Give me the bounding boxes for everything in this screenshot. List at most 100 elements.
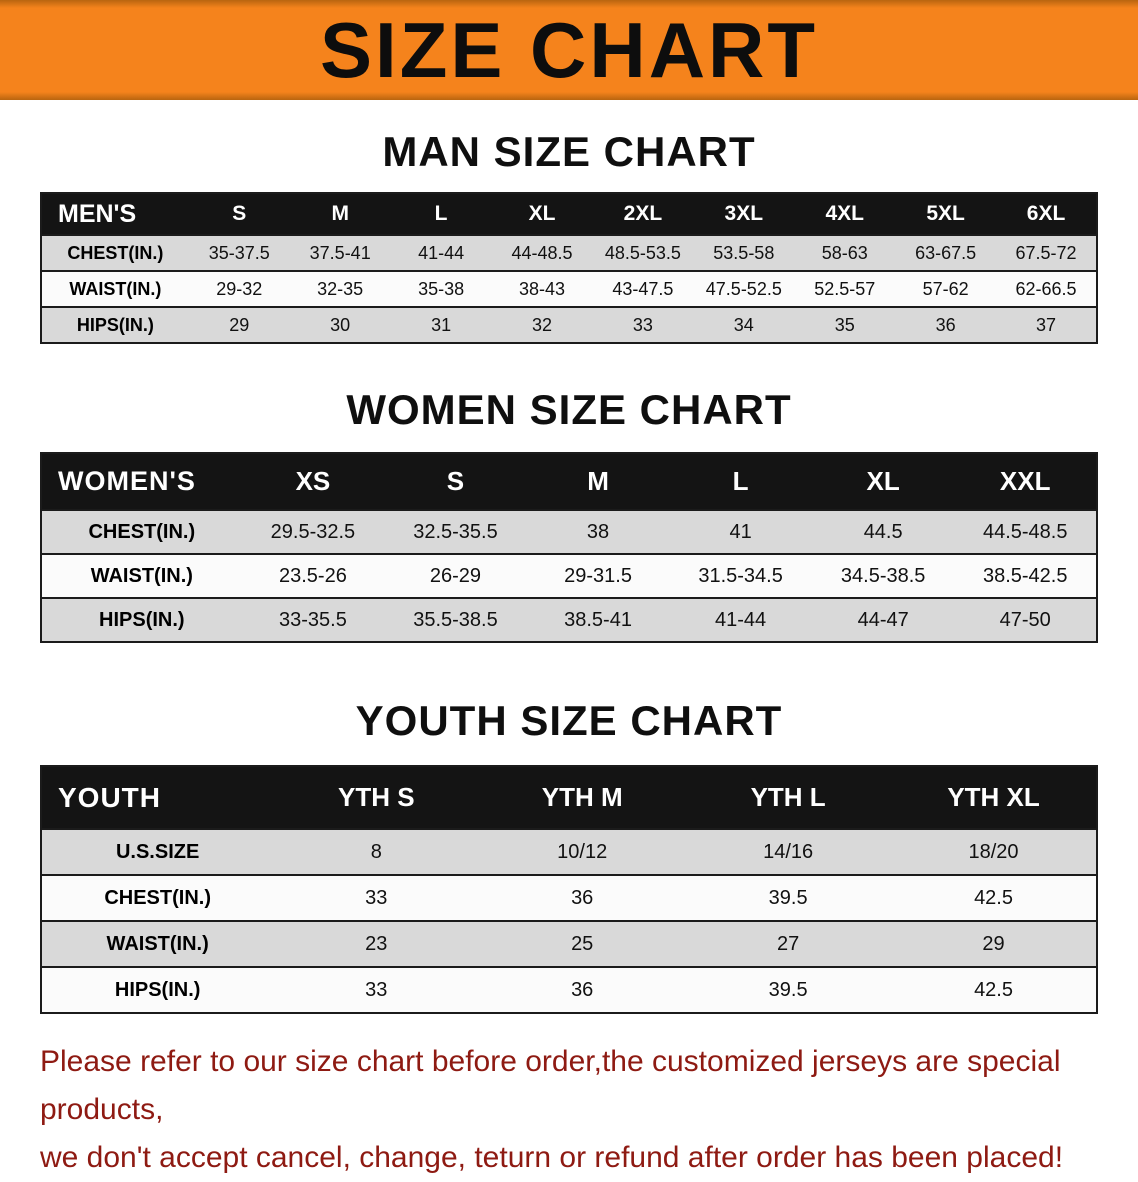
size-cell: 29.5-32.5: [270, 520, 356, 543]
size-cell: 52.5-57: [814, 278, 876, 299]
column-header: YTH M: [479, 766, 686, 829]
column-header: M: [289, 193, 391, 235]
table-group-label: MEN'S: [41, 193, 189, 235]
size-cell: 37.5-41: [309, 242, 371, 263]
size-cell: 57-62: [922, 278, 969, 299]
size-cell: 42.5: [974, 978, 1013, 1001]
row-label: CHEST(IN.): [88, 520, 196, 543]
row-label: WAIST(IN.): [90, 564, 193, 587]
size-cell: 36: [571, 886, 594, 909]
youth-size-table: YOUTH YTH S YTH M YTH L YTH XL U.S.SIZE 8 10/12…: [40, 765, 1098, 1014]
size-cell: 42.5: [974, 886, 1013, 909]
table-row: HIPS(IN.) 33 36 39.5 42.5: [41, 967, 1097, 1013]
column-header: YTH L: [685, 766, 892, 829]
size-cell: 35-38: [418, 278, 465, 299]
column-header: 6XL: [996, 193, 1097, 235]
column-header: XL: [491, 193, 593, 235]
column-header: 5XL: [895, 193, 997, 235]
size-cell: 41: [729, 520, 752, 543]
size-cell: 33: [632, 314, 653, 335]
column-header: M: [526, 453, 670, 510]
size-cell: 32.5-35.5: [413, 520, 498, 543]
size-cell: 44.5: [863, 520, 903, 543]
table-header-row: WOMEN'S XS S M L XL XXL: [41, 453, 1097, 510]
women-section-heading: WOMEN SIZE CHART: [346, 386, 792, 433]
youth-section: YOUTH SIZE CHART YOUTH YTH S YTH M YTH L YTH…: [0, 697, 1138, 1014]
table-row: U.S.SIZE 8 10/12 14/16 18/20: [41, 829, 1097, 875]
footer-line-1: Please refer to our size chart before or…: [40, 1045, 1061, 1126]
men-section-heading: MAN SIZE CHART: [382, 128, 756, 175]
size-cell: 44-47: [857, 608, 909, 631]
size-chart-banner: SIZE CHART: [0, 0, 1138, 100]
table-header-row: YOUTH YTH S YTH M YTH L YTH XL: [41, 766, 1097, 829]
table-row: WAIST(IN.) 23.5-26 26-29 29-31.5 31.5-34.5 34…: [41, 554, 1097, 598]
column-header: 3XL: [693, 193, 795, 235]
column-header: XL: [811, 453, 955, 510]
column-header: XS: [241, 453, 385, 510]
size-cell: 67.5-72: [1015, 242, 1077, 263]
size-cell: 38.5-41: [564, 608, 632, 631]
column-header: 2XL: [592, 193, 694, 235]
size-cell: 34: [733, 314, 754, 335]
footer-note: Please refer to our size chart before or…: [0, 1032, 1138, 1182]
size-cell: 23: [365, 932, 388, 955]
size-cell: 29: [982, 932, 1005, 955]
size-cell: 29: [229, 314, 250, 335]
size-cell: 35-37.5: [208, 242, 270, 263]
column-header: L: [669, 453, 812, 510]
table-row: WAIST(IN.) 23 25 27 29: [41, 921, 1097, 967]
size-cell: 31.5-34.5: [698, 564, 783, 587]
size-cell: 38-43: [518, 278, 566, 299]
table-row: WAIST(IN.) 29-32 32-35 35-38 38-43 43-47.5 47.…: [41, 271, 1097, 307]
table-group-label: WOMEN'S: [41, 453, 242, 510]
row-label: WAIST(IN.): [69, 278, 162, 299]
column-header: S: [188, 193, 290, 235]
column-header: YTH XL: [891, 766, 1097, 829]
table-row: CHEST(IN.) 35-37.5 37.5-41 41-44 44-48.5 48.5…: [41, 235, 1097, 271]
size-cell: 32-35: [317, 278, 364, 299]
size-cell: 36: [571, 978, 594, 1001]
size-cell: 33-35.5: [278, 608, 347, 631]
size-cell: 30: [330, 314, 351, 335]
row-label: CHEST(IN.): [67, 242, 164, 263]
column-header: L: [390, 193, 492, 235]
men-size-table: MEN'S S M L XL 2XL 3XL 4XL 5XL 6XL CHEST(IN.) 35-37…: [40, 192, 1098, 344]
size-cell: 47-50: [999, 608, 1051, 631]
size-cell: 47.5-52.5: [705, 278, 782, 299]
size-cell: 29-32: [216, 278, 263, 299]
women-section: WOMEN SIZE CHART WOMEN'S XS S M L XL XXL CHEST(…: [0, 386, 1138, 643]
size-cell: 31: [431, 314, 452, 335]
row-label: WAIST(IN.): [106, 932, 209, 955]
row-label: CHEST(IN.): [104, 886, 211, 909]
size-cell: 44-48.5: [511, 242, 573, 263]
size-cell: 58-63: [821, 242, 868, 263]
size-cell: 44.5-48.5: [982, 520, 1068, 543]
row-label: HIPS(IN.): [114, 978, 201, 1001]
size-cell: 39.5: [768, 886, 808, 909]
row-label: HIPS(IN.): [99, 608, 185, 631]
size-cell: 38.5-42.5: [982, 564, 1068, 587]
size-cell: 18/20: [968, 840, 1019, 863]
size-cell: 33: [365, 978, 388, 1001]
size-cell: 23.5-26: [278, 564, 347, 587]
row-label: HIPS(IN.): [76, 314, 154, 335]
size-cell: 62-66.5: [1015, 278, 1077, 299]
size-cell: 53.5-58: [713, 242, 775, 263]
table-group-label: YOUTH: [41, 766, 274, 829]
size-cell: 27: [776, 932, 800, 955]
size-cell: 25: [571, 932, 594, 955]
size-cell: 48.5-53.5: [604, 242, 681, 263]
size-cell: 29-31.5: [564, 564, 632, 587]
table-row: CHEST(IN.) 29.5-32.5 32.5-35.5 38 41 44.5 44.5…: [41, 510, 1097, 554]
size-cell: 41-44: [418, 242, 465, 263]
column-header: S: [384, 453, 527, 510]
column-header: YTH S: [273, 766, 480, 829]
size-cell: 41-44: [715, 608, 767, 631]
column-header: XXL: [954, 453, 1097, 510]
size-cell: 38: [586, 520, 610, 543]
size-cell: 14/16: [763, 840, 814, 863]
table-header-row: MEN'S S M L XL 2XL 3XL 4XL 5XL 6XL: [41, 193, 1097, 235]
women-size-table: WOMEN'S XS S M L XL XXL CHEST(IN.) 29.5-32.5 32.5…: [40, 452, 1098, 643]
youth-section-heading: YOUTH SIZE CHART: [355, 697, 783, 744]
